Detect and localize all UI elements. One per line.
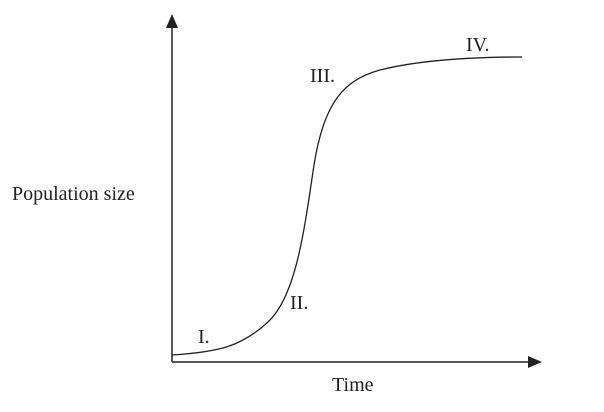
y-axis-label: Population size [12, 183, 135, 205]
x-axis-arrow [528, 356, 542, 368]
phase-label: IV. [466, 34, 490, 56]
phase-label: I. [198, 326, 210, 348]
phase-label: II. [290, 292, 308, 314]
growth-curve [171, 56, 523, 356]
phase-label: III. [310, 65, 335, 87]
y-axis-arrow [166, 14, 178, 28]
x-axis-label: Time [332, 374, 374, 396]
